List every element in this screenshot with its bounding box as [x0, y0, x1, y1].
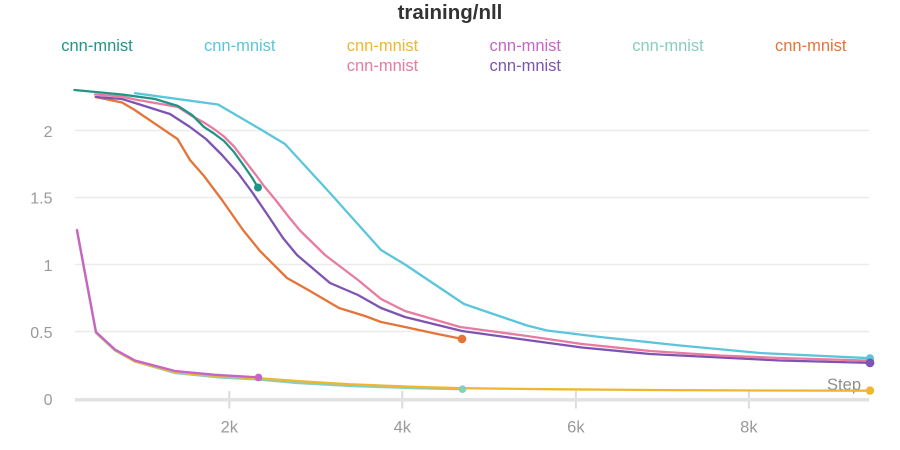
- svg-text:cnn-mnist: cnn-mnist: [775, 37, 847, 55]
- svg-text:4k: 4k: [394, 418, 412, 436]
- svg-text:cnn-mnist: cnn-mnist: [347, 37, 419, 55]
- svg-text:0: 0: [44, 392, 53, 409]
- svg-text:cnn-mnist: cnn-mnist: [61, 37, 133, 55]
- svg-text:1.5: 1.5: [30, 190, 52, 207]
- svg-text:cnn-mnist: cnn-mnist: [489, 37, 561, 55]
- svg-text:2k: 2k: [221, 418, 239, 436]
- svg-text:2: 2: [44, 124, 53, 141]
- svg-text:cnn-mnist: cnn-mnist: [204, 37, 276, 55]
- svg-text:8k: 8k: [740, 418, 758, 436]
- svg-text:1: 1: [44, 258, 53, 275]
- svg-text:cnn-mnist: cnn-mnist: [632, 37, 704, 55]
- svg-text:6k: 6k: [567, 418, 585, 436]
- svg-text:cnn-mnist: cnn-mnist: [489, 57, 561, 75]
- svg-text:training/nll: training/nll: [398, 1, 503, 24]
- svg-text:0.5: 0.5: [30, 325, 52, 342]
- svg-text:cnn-mnist: cnn-mnist: [347, 57, 419, 75]
